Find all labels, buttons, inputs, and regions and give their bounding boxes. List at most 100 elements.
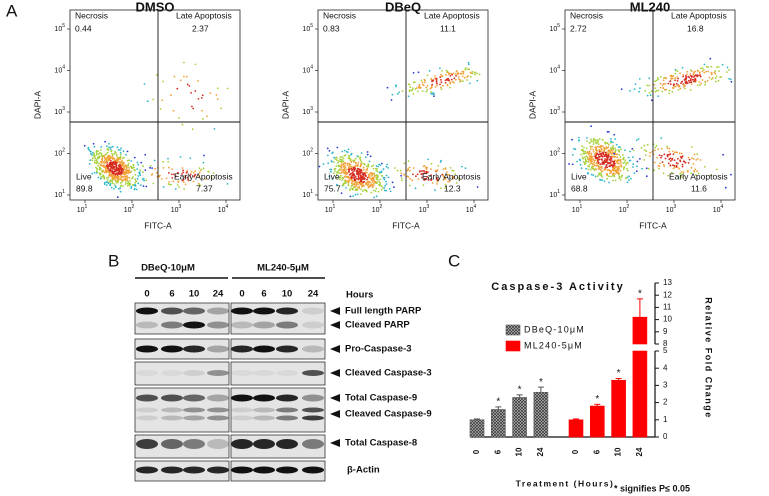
band-label: Total Caspase-8 [345, 438, 417, 449]
event-dot [120, 147, 122, 150]
event-dot [699, 84, 701, 87]
axis-label: FITC-A [639, 220, 667, 230]
blot-band [183, 307, 205, 315]
event-dot [436, 178, 439, 181]
event-dot [423, 172, 426, 175]
event-dot [127, 183, 130, 185]
event-dot [125, 172, 128, 175]
event-dot [598, 158, 601, 161]
event-dot [629, 159, 632, 162]
y-tick-label: 12 [663, 290, 672, 299]
blot-band [253, 307, 275, 315]
lane-label: 10 [282, 289, 293, 300]
event-dot [701, 79, 704, 81]
event-dot [663, 77, 665, 79]
event-dot [379, 182, 382, 184]
event-dot [693, 80, 695, 83]
event-dot [696, 170, 698, 173]
event-dot [346, 164, 349, 166]
tick-exponent: 4 [557, 65, 560, 71]
event-dot [431, 182, 434, 184]
event-dot [592, 148, 595, 151]
event-dot [417, 90, 419, 93]
event-dot [690, 81, 693, 84]
event-dot [109, 157, 112, 160]
event-dot [696, 153, 699, 156]
event-dot [669, 160, 672, 162]
event-dot [578, 136, 580, 139]
significance-star: * [539, 377, 543, 388]
event-dot [470, 72, 472, 74]
event-dot [615, 153, 618, 156]
event-dot [380, 185, 383, 188]
event-dot [610, 153, 613, 156]
quadrant-name: Early Apoptosis [669, 171, 728, 181]
event-dot [351, 176, 354, 179]
event-dot [592, 141, 595, 143]
event-dot [426, 88, 429, 91]
event-dot [111, 174, 113, 176]
event-dot [620, 176, 623, 179]
event-dot [597, 154, 600, 156]
event-dot [367, 163, 370, 166]
event-dot [606, 177, 608, 180]
blot-band [136, 394, 158, 402]
event-dot [105, 161, 108, 163]
event-dot [171, 173, 173, 176]
event-dot [433, 95, 435, 98]
event-dot [108, 155, 111, 158]
event-dot [640, 146, 643, 149]
event-dot [599, 146, 601, 149]
event-dot [338, 160, 340, 163]
event-dot [693, 170, 696, 173]
event-dot [184, 183, 187, 186]
event-dot [437, 165, 440, 167]
event-dot [661, 154, 663, 157]
event-dot [635, 170, 638, 173]
tick-base: 10 [54, 67, 62, 74]
event-dot [125, 169, 128, 172]
event-dot [607, 152, 610, 155]
event-dot [198, 175, 201, 178]
event-dot [108, 174, 111, 177]
event-dot [682, 160, 685, 163]
event-dot [375, 187, 378, 190]
event-dot [614, 150, 617, 153]
event-dot [108, 180, 111, 183]
event-dot [356, 177, 358, 180]
event-dot [126, 176, 129, 179]
event-dot [666, 155, 669, 158]
event-dot [113, 183, 116, 186]
event-dot [619, 162, 622, 164]
event-dot [726, 71, 728, 73]
event-dot [197, 80, 199, 82]
event-dot [650, 90, 653, 93]
event-dot [102, 161, 105, 164]
blot-band [161, 307, 183, 315]
event-dot [347, 148, 350, 151]
event-dot [423, 78, 426, 81]
event-dot [111, 145, 114, 148]
event-dot [144, 153, 147, 156]
event-dot [676, 80, 679, 82]
event-dot [609, 162, 611, 165]
event-dot [184, 175, 187, 177]
event-dot [198, 171, 201, 174]
event-dot [365, 189, 368, 192]
event-dot [400, 174, 402, 177]
event-dot [362, 190, 364, 193]
event-dot [434, 86, 437, 88]
event-dot [112, 154, 114, 156]
event-dot [683, 78, 686, 81]
event-dot [379, 164, 382, 167]
event-dot [592, 150, 595, 153]
event-dot [120, 184, 122, 187]
event-dot [611, 141, 614, 144]
event-dot [676, 151, 678, 154]
event-dot [384, 184, 386, 187]
event-dot [353, 159, 355, 162]
event-dot [112, 157, 115, 160]
tick-base: 10 [77, 207, 85, 214]
event-dot [226, 183, 229, 185]
